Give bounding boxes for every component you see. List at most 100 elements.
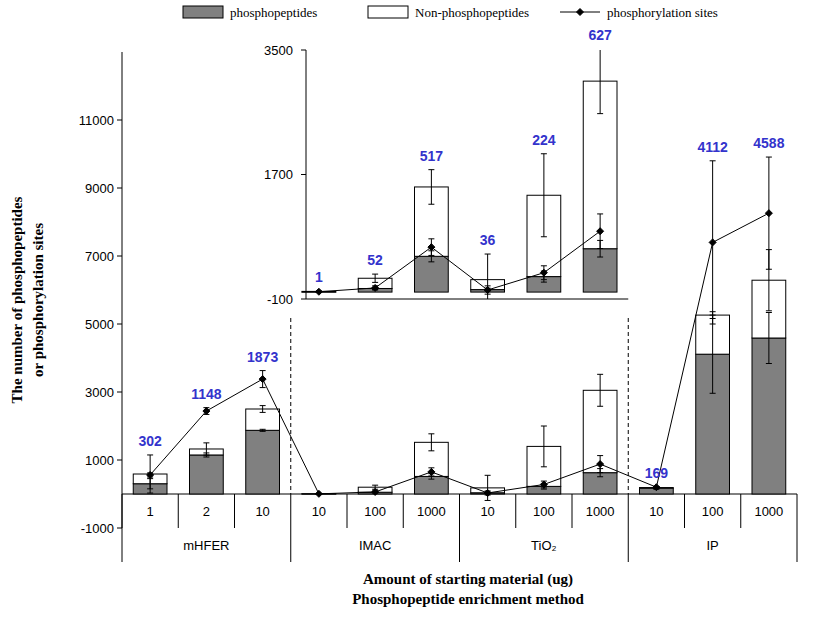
marker <box>203 408 210 415</box>
marker <box>709 239 716 246</box>
tick <box>117 188 122 189</box>
marker <box>597 228 604 235</box>
marker <box>428 244 435 251</box>
data-label: 1 <box>315 269 323 285</box>
error-line <box>431 170 432 205</box>
y-axis: -10001000300050007000900011000 <box>79 52 122 536</box>
error-cap <box>428 255 434 256</box>
error-cap <box>597 113 603 114</box>
chart: -10001000300050007000900011000 1 2 10 10 100 1… <box>0 0 813 619</box>
line <box>150 213 769 494</box>
inset-connector <box>290 318 291 494</box>
tick <box>117 256 122 257</box>
tick <box>301 174 306 175</box>
marker <box>372 488 379 495</box>
marker <box>653 484 660 491</box>
error-cap <box>541 265 547 266</box>
marker <box>577 9 584 16</box>
error-cap <box>147 493 153 494</box>
category-separator <box>234 494 235 528</box>
error-cap <box>541 489 547 490</box>
data-labels: 15251736224627 <box>315 27 612 285</box>
marker <box>540 481 547 488</box>
error-cap <box>428 204 434 205</box>
inset-axes: -10017003500 <box>264 43 628 307</box>
error-bar <box>147 455 153 493</box>
category-separator <box>740 494 741 528</box>
legend-swatch <box>183 6 223 18</box>
bar <box>190 455 224 494</box>
error-cap <box>428 238 434 239</box>
error-line <box>375 274 376 282</box>
tick <box>301 50 306 51</box>
error-cap <box>428 450 434 451</box>
error-line <box>600 50 601 114</box>
error-bar <box>485 286 491 294</box>
error-cap <box>147 454 153 455</box>
tick-label: 1000 <box>85 453 114 468</box>
error-bar <box>597 374 603 406</box>
data-label: 1148 <box>191 386 222 402</box>
data-label: 627 <box>588 27 612 43</box>
data-label: 302 <box>138 433 162 449</box>
error-bar <box>541 154 547 237</box>
tick-label: -100 <box>267 292 293 307</box>
x-axis-title: Amount of starting material (ug) <box>363 571 573 588</box>
category-separator <box>347 494 348 528</box>
error-cap <box>597 455 603 456</box>
inset-x-axis-line <box>306 299 628 300</box>
tick <box>117 120 122 121</box>
error-cap <box>597 257 603 258</box>
category-separator <box>403 494 404 528</box>
error-bar <box>428 434 434 451</box>
error-cap <box>260 387 266 388</box>
marker <box>428 468 435 475</box>
legend-label: Non-phosphopeptides <box>415 5 529 20</box>
error-cap <box>428 169 434 170</box>
error-cap <box>597 406 603 407</box>
marker <box>147 471 154 478</box>
group-label: TiO₂ <box>531 538 557 553</box>
error-bar <box>428 468 434 476</box>
error-bar <box>541 481 547 488</box>
error-bar <box>710 161 716 324</box>
group-separator <box>459 494 460 562</box>
data-label: 224 <box>532 132 556 148</box>
error-line <box>768 313 769 364</box>
error-cap <box>766 157 772 158</box>
category-label: 100 <box>533 504 555 519</box>
category-label: 10 <box>312 504 326 519</box>
plot <box>302 50 617 299</box>
error-cap <box>203 457 209 458</box>
group-separator <box>122 494 123 562</box>
error-cap <box>428 261 434 262</box>
error-bar <box>710 315 716 393</box>
error-cap <box>766 363 772 364</box>
x-axis: 1210101001000101001000101001000mHFERIMAC… <box>122 494 797 562</box>
error-cap <box>541 279 547 280</box>
error-cap <box>541 153 547 154</box>
error-line <box>712 315 713 393</box>
error-bar <box>260 371 266 388</box>
error-cap <box>485 254 491 255</box>
category-label: 2 <box>203 504 210 519</box>
error-cap <box>597 472 603 473</box>
category-label: 10 <box>255 504 269 519</box>
error-bar <box>597 456 603 473</box>
tick-label: 11000 <box>79 113 114 128</box>
data-label: 4112 <box>697 139 728 155</box>
data-labels: 3021148187316941124588 <box>138 135 784 480</box>
category-label: 1000 <box>417 504 446 519</box>
error-bar <box>203 408 209 415</box>
marker <box>484 489 491 496</box>
error-cap <box>710 393 716 394</box>
line <box>319 231 600 292</box>
category-label: 1000 <box>754 504 783 519</box>
plot <box>133 157 786 500</box>
error-line <box>543 426 544 467</box>
x-axis-title: Phosphopeptide enrichment method <box>352 591 584 607</box>
marker <box>259 376 266 383</box>
error-cap <box>428 433 434 434</box>
category-label: 10 <box>480 504 494 519</box>
error-line <box>431 434 432 451</box>
